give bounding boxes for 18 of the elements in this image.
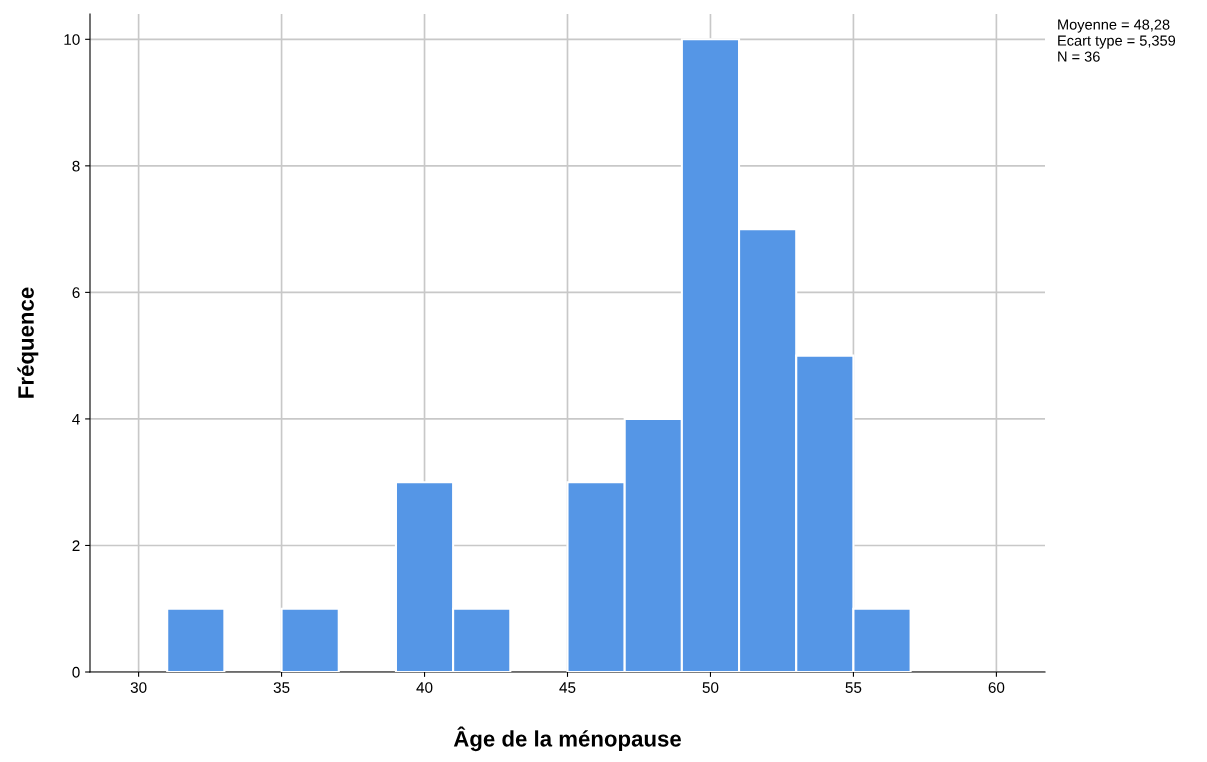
text: N = 36 — [1058, 51, 1100, 62]
text: Ecart type = 5,359 — [1058, 35, 1176, 49]
x-tick-label: 35 — [273, 682, 290, 693]
y-tick-label: 2 — [72, 540, 80, 551]
x-axis-title: Âge de la ménopause — [453, 726, 681, 752]
y-tick-label: 8 — [72, 160, 80, 172]
y-tick-label: 6 — [72, 287, 80, 299]
x-tick-label: 60 — [988, 682, 1005, 693]
x-tick-label: 40 — [416, 682, 433, 693]
y-tick-label: 4 — [72, 413, 80, 425]
y-tick-label: 10 — [64, 34, 80, 45]
x-tick-label: 45 — [559, 682, 576, 693]
x-tick-label: 30 — [130, 682, 147, 693]
y-axis-title: Fréquence — [17, 287, 39, 398]
y-tick-label: 0 — [72, 666, 80, 678]
x-tick-label: 55 — [845, 682, 862, 693]
x-tick-label: 50 — [702, 682, 719, 693]
text: Moyenne = 48,28 — [1058, 19, 1170, 33]
